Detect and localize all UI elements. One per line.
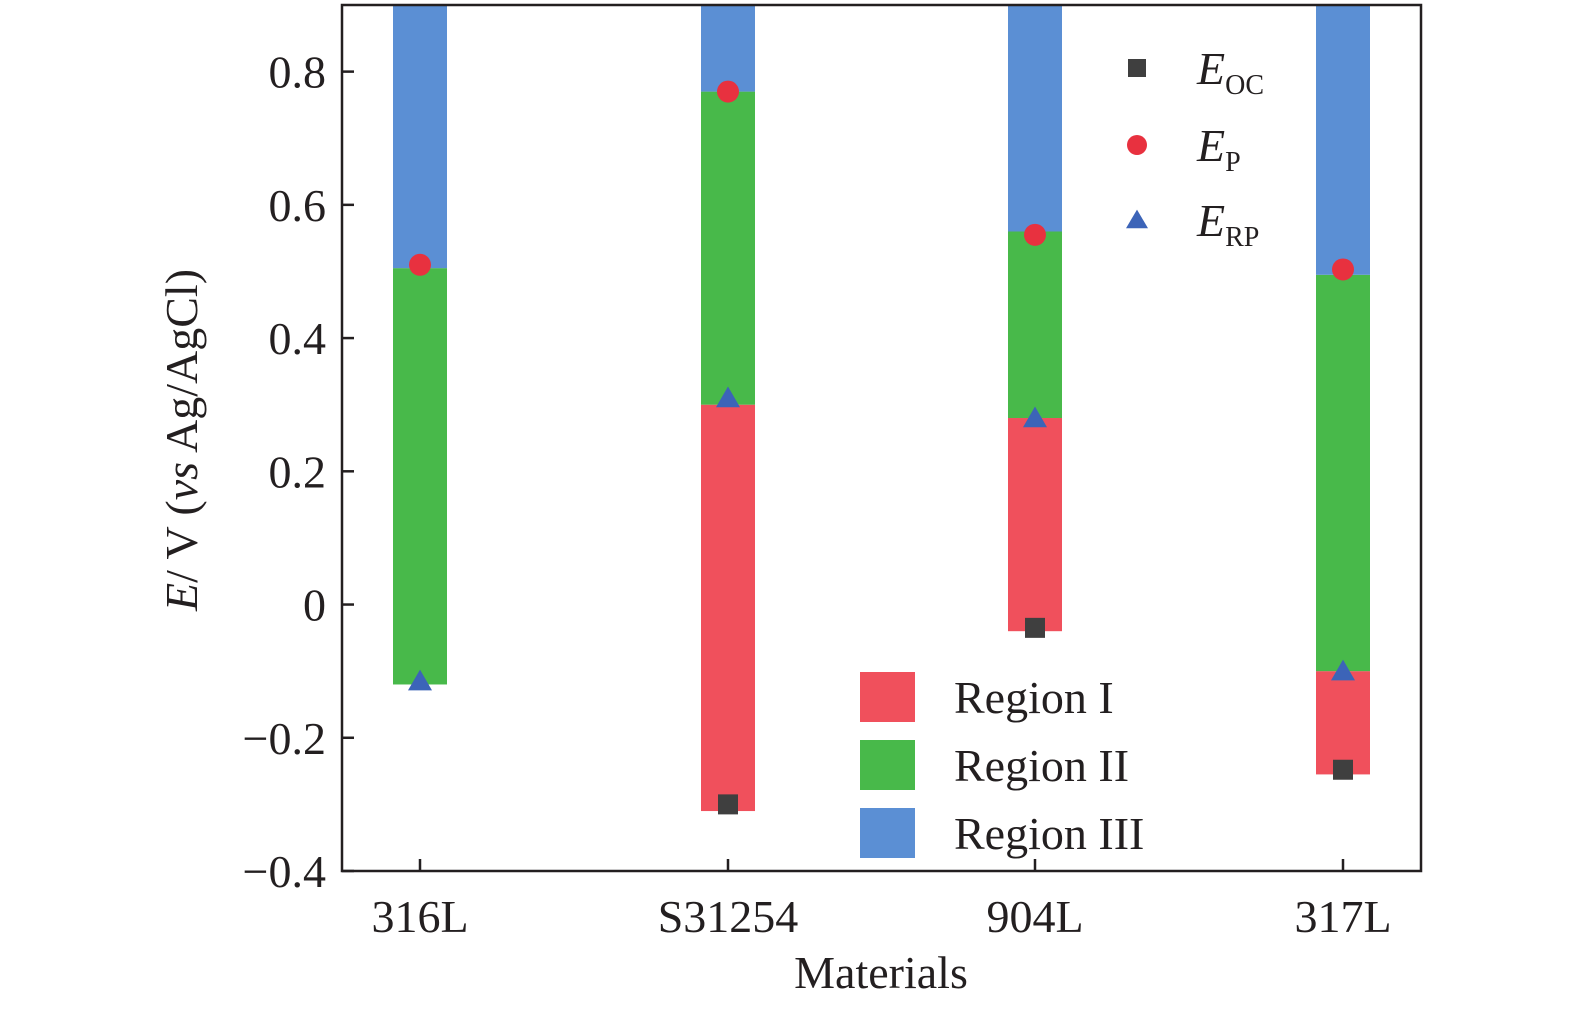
bar-316l-region-2 [393, 268, 447, 685]
y-axis-title-reference: Ag/AgCl) [156, 269, 207, 462]
legend-swatch-region-2 [860, 740, 915, 790]
y-tick-label: 0.4 [269, 313, 327, 364]
y-axis-title: E/ V (vs Ag/AgCl) [156, 269, 207, 612]
x-tick-label: S31254 [658, 891, 799, 942]
marker-p-s31254 [717, 80, 739, 103]
bar-317l-region-1 [1316, 671, 1370, 775]
bar-904l-region-1 [1008, 418, 1062, 632]
bar-317l-region-3 [1316, 5, 1370, 275]
x-axis-title: Materials [794, 947, 968, 998]
x-axis: 316L S31254 904L 317L [371, 859, 1392, 942]
y-tick-label: 0 [303, 580, 326, 631]
bar-s31254-region-2 [701, 91, 755, 405]
y-tick-label: 0.6 [269, 180, 327, 231]
bar-317l-region-2 [1316, 274, 1370, 672]
legend-label-oc: EOC [1196, 43, 1264, 101]
bar-904l-region-2 [1008, 231, 1062, 419]
legend-symbol-p [1127, 135, 1147, 155]
legend-swatch-region-3 [860, 808, 915, 858]
marker-p-904l [1024, 223, 1046, 246]
legend-swatch-region-1 [860, 672, 915, 722]
legend-symbol-rp [1126, 209, 1148, 229]
legend-label-p: EP [1196, 120, 1241, 178]
legend-label-rp: ERP [1196, 195, 1259, 253]
marker-rp-s31254 [716, 386, 740, 408]
legend-label-region-3: Region III [954, 808, 1144, 859]
marker-oc-s31254 [718, 794, 738, 815]
marker-p-317l [1332, 258, 1354, 281]
y-tick-label: 0.2 [269, 446, 327, 497]
marker-oc-317l [1333, 759, 1353, 780]
bar-316l-region-3 [393, 5, 447, 269]
y-axis-title-symbol: E [156, 583, 207, 612]
legend-markers: EOC EP ERP [1126, 43, 1264, 253]
marker-rp-904l [1023, 406, 1047, 428]
x-tick-label: 904L [986, 891, 1083, 942]
x-tick-label: 317L [1294, 891, 1391, 942]
bar-s31254-region-1 [701, 404, 755, 812]
x-tick-label: 316L [371, 891, 468, 942]
markers-layer [408, 80, 1355, 815]
bars-layer [393, 5, 1370, 812]
marker-oc-904l [1025, 617, 1045, 638]
y-tick-label: −0.4 [243, 846, 326, 897]
legend-symbol-oc [1128, 59, 1146, 77]
marker-p-316l [409, 253, 431, 276]
bar-904l-region-3 [1008, 5, 1062, 232]
legend-label-region-1: Region I [954, 672, 1114, 723]
bar-s31254-region-3 [701, 5, 755, 92]
legend-regions: Region I Region II Region III [860, 672, 1144, 859]
plot-frame [340, 3, 1423, 873]
marker-rp-316l [408, 669, 432, 691]
legend-label-region-2: Region II [954, 740, 1129, 791]
y-tick-label: 0.8 [269, 47, 327, 98]
y-axis-title-vs: vs [156, 462, 207, 500]
y-tick-label: −0.2 [243, 713, 326, 764]
marker-rp-317l [1331, 659, 1355, 681]
y-axis: −0.4 −0.2 0 0.2 0.4 0.6 0.8 [243, 47, 354, 897]
y-axis-title-unit: / V ( [156, 500, 207, 583]
